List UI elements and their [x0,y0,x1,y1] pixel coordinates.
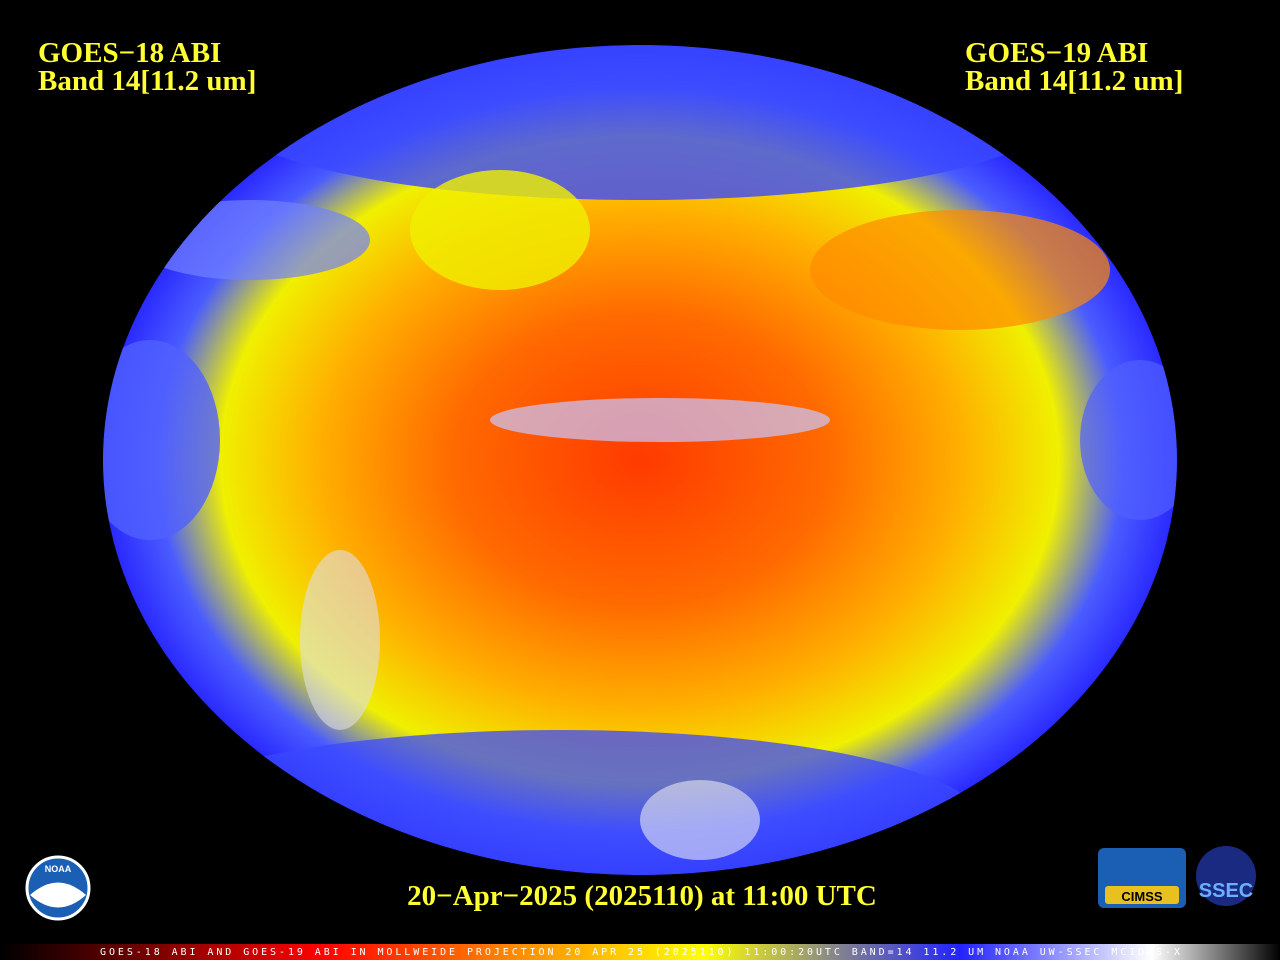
color-bar [0,944,1280,960]
ssec-logo: SSEC [1196,846,1256,906]
left-band: Band 14[11.2 um] [38,65,256,97]
cimss-text: CIMSS [1121,889,1163,904]
noaa-text: NOAA [45,864,72,874]
right-title: GOES−19 ABI [965,37,1148,69]
timestamp: 20−Apr−2025 (2025110) at 11:00 UTC [407,880,877,912]
footer-text: GOES-18 ABI AND GOES-19 ABI IN MOLLWEIDE… [100,947,1180,958]
noaa-logo: NOAA [25,855,91,921]
left-title: GOES−18 ABI [38,37,221,69]
cimss-logo: CIMSS [1098,848,1186,908]
right-band: Band 14[11.2 um] [965,65,1183,97]
ssec-text: SSEC [1199,880,1253,902]
